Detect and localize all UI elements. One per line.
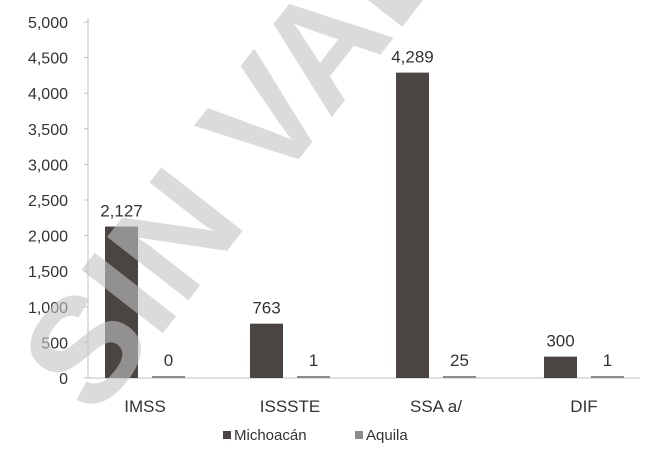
y-tick-label: 2,000 (28, 229, 68, 246)
data-label: 1 (603, 351, 612, 370)
y-tick-label: 3,500 (28, 122, 68, 139)
x-tick-label: ISSSTE (260, 397, 320, 416)
data-label: 2,127 (100, 202, 143, 221)
bars-layer (105, 72, 624, 378)
data-label: 1 (309, 351, 318, 370)
y-tick-label: 1,500 (28, 264, 68, 281)
watermark-text: SIN VALOR (0, 0, 616, 440)
legend-label: Michoacán (234, 427, 307, 444)
y-tick-label: 3,000 (28, 157, 68, 174)
data-label: 300 (546, 332, 574, 351)
y-tick-label: 5,000 (28, 15, 68, 32)
y-tick-label: 500 (41, 335, 68, 352)
bar-aquila-issste (297, 376, 330, 378)
x-tick-label: DIF (570, 397, 597, 416)
bar-michoac-n-ssa-a- (396, 72, 429, 378)
labels-layer: 2,127 763 4,289 300 0 1 25 1 (100, 48, 612, 370)
bar-michoac-n-issste (250, 323, 283, 378)
data-label: 763 (252, 299, 280, 318)
bar-michoac-n-dif (544, 356, 577, 378)
data-label: 4,289 (391, 48, 434, 67)
y-tick-label: 4,500 (28, 51, 68, 68)
legend-swatch (223, 431, 231, 439)
y-tick-label: 4,000 (28, 86, 68, 103)
bar-aquila-imss (152, 376, 185, 378)
legend-swatch (355, 431, 363, 439)
x-tick-label: SSA a/ (410, 397, 462, 416)
y-tick-label: 1,000 (28, 300, 68, 317)
bar-aquila-dif (591, 376, 624, 378)
axis-layer: 0 500 1,000 1,500 2,000 2,500 3,000 3,500 4,000 4… (28, 15, 640, 416)
watermark: SIN VALOR (0, 0, 616, 440)
legend: Michoacán Aquila (223, 427, 408, 444)
x-tick-label: IMSS (124, 397, 166, 416)
data-label: 25 (450, 351, 469, 370)
legend-label: Aquila (366, 427, 408, 444)
bar-michoac-n-imss (105, 226, 138, 378)
bar-aquila-ssa-a- (443, 376, 476, 378)
y-tick-label: 2,500 (28, 193, 68, 210)
data-label: 0 (164, 351, 173, 370)
y-tick-label: 0 (59, 371, 68, 388)
